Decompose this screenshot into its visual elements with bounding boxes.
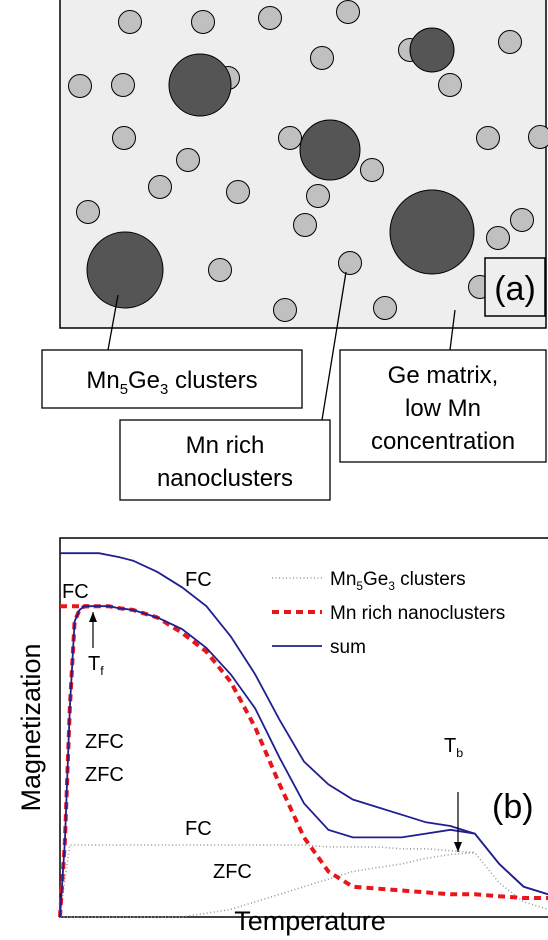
- callout-text: Mn5Ge3 clusters: [86, 367, 257, 398]
- nanocluster: [306, 184, 330, 208]
- callout-text: Mn rich: [186, 432, 265, 459]
- text-part: clusters: [168, 367, 257, 394]
- subscript: 5: [356, 580, 363, 593]
- nanocluster: [112, 126, 136, 150]
- nanocluster: [336, 0, 360, 24]
- arrow-head: [89, 612, 97, 622]
- nanocluster: [176, 148, 200, 172]
- nanocluster: [293, 213, 317, 237]
- nanocluster: [360, 158, 384, 182]
- text-part: Ge matrix,: [388, 362, 499, 389]
- annotation: Tf: [88, 653, 104, 678]
- curve-label: FC: [185, 818, 212, 840]
- callout-box: [41, 349, 303, 409]
- subscript: 3: [160, 382, 168, 398]
- cluster: [168, 53, 232, 117]
- y-axis-label: Magnetization: [16, 643, 46, 811]
- text-part: clusters: [395, 569, 466, 590]
- nanocluster: [208, 258, 232, 282]
- cluster: [409, 27, 455, 73]
- text-part: Ge: [128, 367, 160, 394]
- nanocluster: [68, 74, 92, 98]
- curve: [59, 605, 548, 918]
- cluster: [299, 119, 361, 181]
- text-part: T: [88, 653, 100, 675]
- nanocluster: [226, 180, 250, 204]
- text-part: Ge: [363, 569, 388, 590]
- x-axis-label: Temperature: [234, 906, 386, 936]
- curve-label: ZFC: [85, 731, 124, 753]
- curve-label: FC: [62, 581, 89, 603]
- text-part: concentration: [371, 428, 515, 455]
- cluster: [389, 189, 475, 275]
- text-part: sum: [330, 637, 366, 658]
- nanocluster: [510, 208, 534, 232]
- leader-line: [321, 271, 347, 421]
- nanocluster: [476, 126, 500, 150]
- legend-label: sum: [330, 637, 366, 658]
- nanocluster: [338, 251, 362, 275]
- nanocluster: [438, 73, 462, 97]
- nanocluster: [273, 298, 297, 322]
- text-part: T: [444, 735, 456, 757]
- callout-box: [339, 349, 547, 463]
- arrow-head: [454, 842, 462, 852]
- text-part: Mn rich: [186, 432, 265, 459]
- nanocluster: [191, 10, 215, 34]
- curve-label: ZFC: [85, 764, 124, 786]
- nanocluster: [528, 125, 548, 149]
- nanocluster: [111, 73, 135, 97]
- nanocluster: [118, 10, 142, 34]
- curve-label: ZFC: [213, 861, 252, 883]
- text-part: Mn: [330, 569, 356, 590]
- callout-text: concentration: [371, 428, 515, 455]
- nanocluster: [258, 6, 282, 30]
- callout-text: nanoclusters: [157, 465, 293, 492]
- subscript: b: [456, 746, 463, 760]
- curve: [60, 552, 548, 896]
- legend-label: Mn rich nanoclusters: [330, 603, 505, 624]
- callout-text: Ge matrix,: [388, 362, 499, 389]
- callout-box: [119, 419, 331, 501]
- label-box: [484, 257, 546, 317]
- text-part: Mn: [86, 367, 119, 394]
- subscript: 3: [388, 580, 395, 593]
- curve-label: FC: [185, 569, 212, 591]
- text-part: Mn rich nanoclusters: [330, 603, 505, 624]
- nanocluster: [148, 175, 172, 199]
- panel-a: (a) Mn5Ge3 clusters Mn rich nanoclusters Ge …: [41, 0, 548, 501]
- subscript: f: [100, 664, 104, 678]
- nanocluster: [498, 30, 522, 54]
- nanocluster: [76, 200, 100, 224]
- nanocluster: [373, 296, 397, 320]
- panel-label: (b): [492, 788, 534, 826]
- annotation: Tb: [444, 735, 463, 760]
- text-part: nanoclusters: [157, 465, 293, 492]
- panel-label: (a): [494, 270, 536, 308]
- callout-text: low Mn: [405, 395, 481, 422]
- nanocluster: [310, 46, 334, 70]
- legend-label: Mn5Ge3 clusters: [330, 569, 466, 593]
- nanocluster: [278, 126, 302, 150]
- leader-line: [449, 309, 456, 351]
- text-part: low Mn: [405, 395, 481, 422]
- subscript: 5: [120, 382, 128, 398]
- cluster: [86, 231, 164, 309]
- nanocluster: [486, 226, 510, 250]
- axis-frame: [59, 537, 548, 918]
- leader-line: [107, 294, 119, 351]
